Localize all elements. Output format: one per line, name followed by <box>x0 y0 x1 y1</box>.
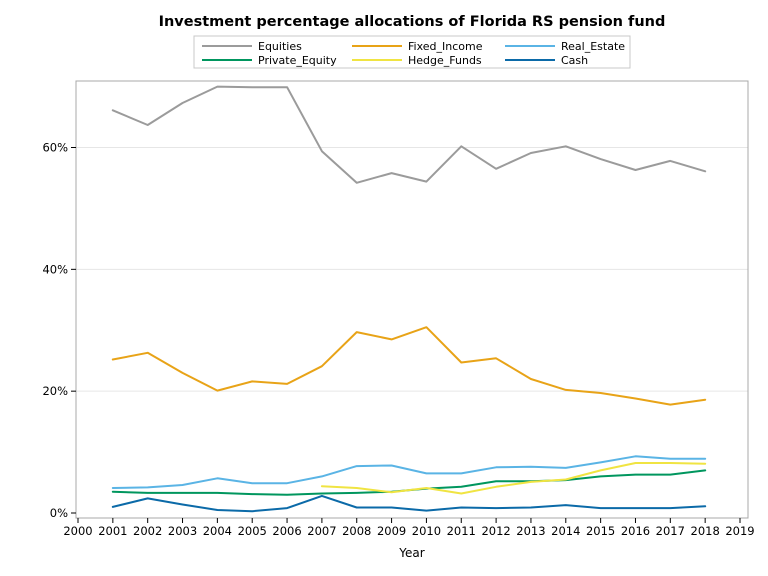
y-tick-label-2: 40% <box>42 262 68 276</box>
x-tick-label-2014: 2014 <box>551 524 580 538</box>
x-tick-label-2008: 2008 <box>342 524 371 538</box>
y-tick-label-1: 20% <box>42 384 68 398</box>
series-line-fixed-income <box>111 326 707 406</box>
x-tick-label-2003: 2003 <box>168 524 197 538</box>
x-tick-label-2006: 2006 <box>272 524 301 538</box>
plot-area-frame <box>75 80 749 519</box>
series-lines <box>111 85 707 513</box>
series-line-cash <box>111 494 707 513</box>
gridlines <box>76 147 748 392</box>
y-tick-label-3: 60% <box>42 141 68 155</box>
y-axis: 0% 20% 40% 60% <box>42 141 76 520</box>
legend-label-equities: Equities <box>258 40 302 53</box>
x-tick-label-2013: 2013 <box>516 524 545 538</box>
x-tick-label-2015: 2015 <box>586 524 615 538</box>
series-line-real-estate <box>111 455 707 489</box>
legend-label-fixed-income: Fixed_Income <box>408 40 483 53</box>
series-line-hedge-funds <box>320 462 707 495</box>
chart-title: Investment percentage allocations of Flo… <box>159 14 666 30</box>
x-axis: 2000 2001 2002 2003 2004 2005 2006 2007 2008 2009… <box>63 518 755 538</box>
x-tick-label-2019: 2019 <box>725 524 754 538</box>
x-tick-label-2017: 2017 <box>656 524 685 538</box>
x-tick-label-2002: 2002 <box>133 524 162 538</box>
series-line-equities <box>111 85 707 184</box>
x-tick-label-2001: 2001 <box>98 524 127 538</box>
x-tick-label-2012: 2012 <box>481 524 510 538</box>
x-tick-label-2009: 2009 <box>377 524 406 538</box>
x-axis-label: Year <box>398 546 424 560</box>
x-tick-label-2004: 2004 <box>203 524 232 538</box>
x-tick-label-2005: 2005 <box>238 524 267 538</box>
legend-label-private-equity: Private_Equity <box>258 54 337 67</box>
x-tick-label-2007: 2007 <box>307 524 336 538</box>
legend-label-real-estate: Real_Estate <box>561 40 625 53</box>
legend-box <box>193 35 631 69</box>
x-tick-label-2010: 2010 <box>412 524 441 538</box>
x-tick-label-2011: 2011 <box>447 524 476 538</box>
x-tick-label-2016: 2016 <box>621 524 650 538</box>
x-tick-label-2018: 2018 <box>691 524 720 538</box>
x-tick-label-2000: 2000 <box>63 524 92 538</box>
y-tick-label-0: 0% <box>50 506 68 520</box>
legend: Equities Fixed_Income Real_Estate Private_E… <box>193 35 631 69</box>
legend-label-hedge-funds: Hedge_Funds <box>408 54 482 67</box>
legend-label-cash: Cash <box>561 54 588 67</box>
